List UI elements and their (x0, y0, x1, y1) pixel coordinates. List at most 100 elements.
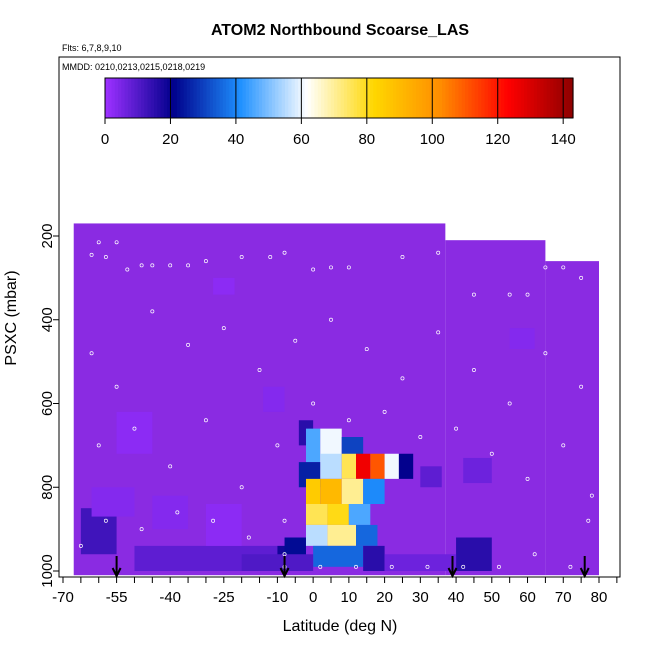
colorbar-swatch (150, 78, 155, 118)
flight-point (186, 263, 191, 268)
flight-point (257, 368, 262, 372)
colorbar-swatch (144, 78, 149, 118)
heatmap-cell (305, 524, 328, 546)
flight-point (246, 535, 251, 540)
colorbar-swatch (396, 78, 401, 118)
colorbar-swatch (501, 78, 505, 118)
x-tick-label: -70 (52, 589, 74, 606)
colorbar-swatch (487, 78, 492, 118)
colorbar-swatch (481, 78, 486, 118)
flight-point (354, 564, 358, 569)
flight-point (203, 418, 208, 423)
colorbar-swatch (527, 78, 532, 118)
x-tick-label: 70 (555, 589, 572, 606)
colorbar-swatch (226, 78, 230, 118)
flight-point (425, 564, 430, 569)
colorbar-swatch (213, 78, 217, 118)
colorbar-swatch (324, 78, 329, 118)
flight-point (532, 552, 537, 557)
colorbar-swatch (409, 78, 414, 118)
colorbar-swatch (373, 78, 378, 118)
colorbar-swatch (429, 78, 433, 118)
flight-point (400, 254, 405, 259)
x-axis: -70 -55 -40 -25 -10 0 10 20 30 40 50 60 70 80 (52, 577, 618, 606)
flight-point (525, 292, 530, 297)
flight-point (436, 330, 441, 335)
colorbar-tick-label: 80 (358, 131, 375, 148)
colorbar-swatch (461, 78, 466, 118)
colorbar-swatch (186, 78, 191, 118)
colorbar-swatch (163, 78, 168, 118)
heatmap-cell (384, 453, 399, 479)
colorbar-swatch (321, 78, 325, 118)
flight-point (89, 252, 94, 257)
colorbar-swatch (550, 78, 554, 118)
flight-point (282, 250, 287, 255)
plot-area (73, 223, 599, 576)
colorbar-swatch (134, 78, 139, 118)
colorbar-swatch (425, 78, 430, 118)
flight-point (364, 347, 369, 352)
coverage-region (445, 240, 546, 576)
x-tick-label: -40 (159, 589, 181, 606)
colorbar-swatch (118, 78, 122, 118)
flight-point (293, 338, 298, 343)
x-tick-label: 0 (309, 589, 317, 606)
colorbar-swatch (340, 78, 345, 118)
colorbar-swatch (203, 78, 208, 118)
sample-arrow-head (447, 567, 458, 579)
colorbar-swatch (376, 78, 381, 118)
flight-point (114, 240, 119, 245)
flight-point (454, 426, 459, 431)
heatmap-cell (305, 428, 321, 463)
colorbar-swatch (353, 78, 358, 118)
colorbar-swatch (569, 78, 574, 118)
colorbar-swatch (357, 78, 361, 118)
colorbar-swatch (393, 78, 397, 118)
flight-point (346, 265, 351, 270)
colorbar-swatch (563, 78, 568, 118)
flight-point (471, 292, 476, 297)
heatmap-cell (384, 554, 457, 571)
colorbar-swatch (137, 78, 142, 118)
colorbar-swatch (167, 78, 172, 118)
x-tick-label: 40 (448, 589, 465, 606)
colorbar-swatch (514, 78, 518, 118)
colorbar-swatch (379, 78, 384, 118)
colorbar-swatch (160, 78, 165, 118)
flight-point (525, 476, 530, 481)
heatmap-cell (370, 453, 385, 479)
colorbar-swatch (402, 78, 407, 118)
colorbar-swatch (347, 78, 352, 118)
colorbar-swatch (219, 78, 224, 118)
colorbar-swatch (517, 78, 522, 118)
colorbar-swatch (258, 78, 263, 118)
plot-frame (58, 56, 621, 578)
colorbar-swatch (304, 78, 309, 118)
colorbar-swatch (435, 78, 440, 118)
colorbar-swatch (242, 78, 247, 118)
colorbar-swatch (216, 78, 221, 118)
colorbar-swatch (523, 78, 528, 118)
heatmap-cell (327, 504, 349, 525)
flight-point (318, 564, 323, 569)
flight-point (221, 326, 226, 331)
flight-point (239, 485, 244, 490)
flight-point (186, 342, 191, 347)
heatmap-cell (263, 386, 285, 412)
colorbar-swatch (419, 78, 424, 118)
flight-point (275, 443, 280, 448)
flight-point (282, 552, 287, 557)
x-axis-label: Latitude (deg N) (283, 618, 398, 635)
colorbar-swatch (121, 78, 126, 118)
colorbar-swatch (465, 78, 469, 118)
x-tick-label: 10 (341, 589, 358, 606)
colorbar-swatch (497, 78, 502, 118)
colorbar-swatch (294, 78, 299, 118)
heatmap-cell (356, 453, 371, 479)
flight-point (311, 401, 316, 406)
colorbar-swatch (370, 78, 374, 118)
colorbar-swatch (438, 78, 443, 118)
colorbar-tick-label: 20 (162, 131, 179, 148)
